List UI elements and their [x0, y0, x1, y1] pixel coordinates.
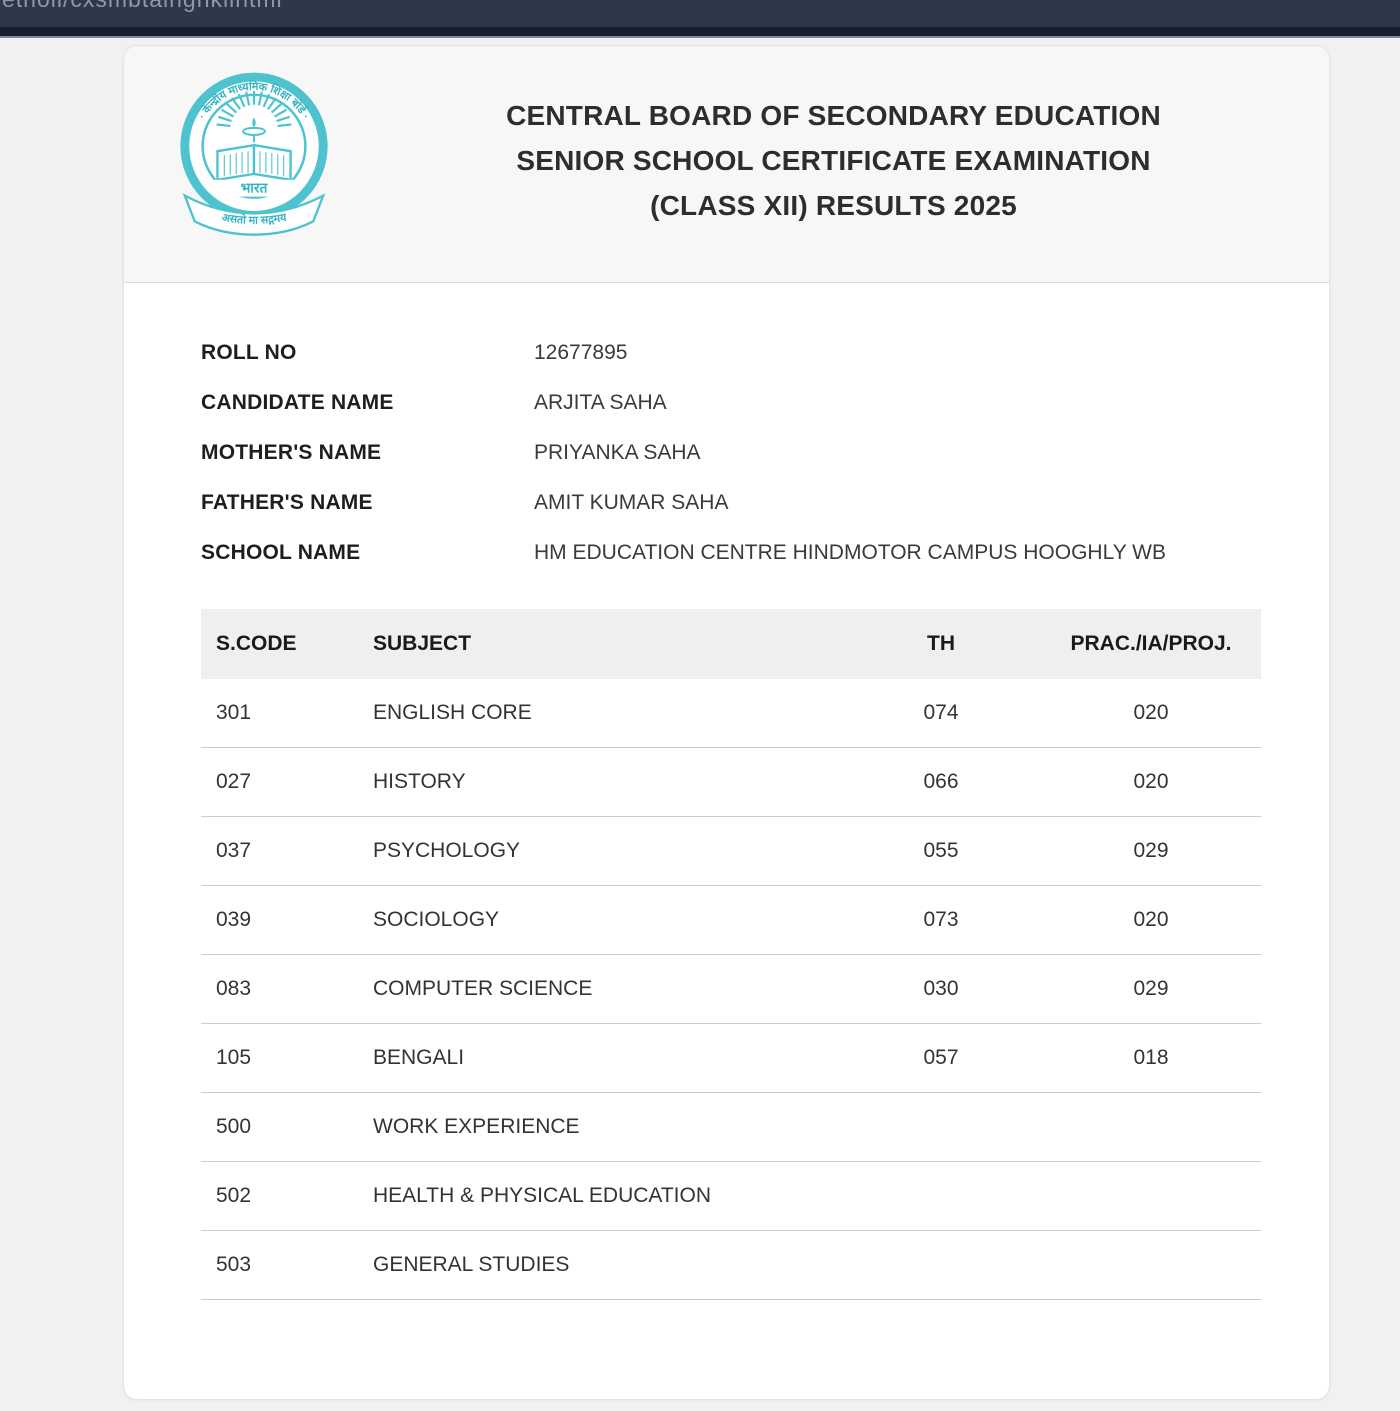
- cell-subject: HEALTH & PHYSICAL EDUCATION: [373, 1184, 712, 1207]
- emblem-center-text: भारत: [241, 180, 269, 196]
- cell-th: 074: [923, 701, 959, 724]
- cbse-logo-icon: · केन्द्रीय माध्यमिक शिक्षा बोर्ड ·: [170, 68, 338, 260]
- detail-row: ROLL NO 12677895: [201, 328, 1259, 378]
- title-line-2: SENIOR SCHOOL CERTIFICATE EXAMINATION: [516, 144, 1151, 176]
- cell-prac: 020: [1133, 908, 1169, 931]
- table-row: 105 BENGALI 057 018: [201, 1024, 1261, 1093]
- table-row: 503 GENERAL STUDIES: [201, 1231, 1261, 1300]
- page-title: CENTRAL BOARD OF SECONDARY EDUCATION SEN…: [338, 93, 1329, 236]
- column-header-scode: S.CODE: [216, 632, 297, 655]
- cell-th: 066: [923, 770, 959, 793]
- marks-table-header: S.CODE SUBJECT TH PRAC./IA/PROJ.: [201, 609, 1261, 679]
- browser-top-bar: ethoil/cxsmbtaingnklihtml: [0, 0, 1400, 36]
- cell-subject: GENERAL STUDIES: [373, 1253, 570, 1276]
- column-header-subject: SUBJECT: [373, 632, 472, 655]
- cell-scode: 037: [216, 839, 252, 862]
- column-header-prac: PRAC./IA/PROJ.: [1070, 632, 1232, 655]
- cell-th: 030: [923, 977, 959, 1000]
- cell-prac: 018: [1133, 1046, 1169, 1069]
- cell-prac: 029: [1133, 839, 1169, 862]
- detail-row: CANDIDATE NAME ARJITA SAHA: [201, 378, 1259, 428]
- detail-value: PRIYANKA SAHA: [534, 441, 701, 464]
- detail-row: FATHER'S NAME AMIT KUMAR SAHA: [201, 478, 1259, 528]
- cell-subject: SOCIOLOGY: [373, 908, 500, 931]
- detail-value: 12677895: [534, 341, 628, 364]
- cell-subject: PSYCHOLOGY: [373, 839, 521, 862]
- cell-scode: 503: [216, 1253, 252, 1276]
- table-row: 500 WORK EXPERIENCE: [201, 1093, 1261, 1162]
- cell-scode: 301: [216, 701, 252, 724]
- cell-scode: 083: [216, 977, 252, 1000]
- cell-subject: BENGALI: [373, 1046, 465, 1069]
- cell-subject: HISTORY: [373, 770, 466, 793]
- emblem-ribbon-text: असतो मा सद्गमय: [221, 212, 288, 227]
- svg-text:असतो मा सद्गमय: असतो मा सद्गमय: [221, 212, 288, 227]
- table-row: 301 ENGLISH CORE 074 020: [201, 679, 1261, 748]
- column-header-th: TH: [927, 632, 955, 655]
- detail-row: SCHOOL NAME HM EDUCATION CENTRE HINDMOTO…: [201, 528, 1259, 578]
- marks-table: S.CODE SUBJECT TH PRAC./IA/PROJ. 301 ENG…: [201, 609, 1261, 1300]
- result-card: · केन्द्रीय माध्यमिक शिक्षा बोर्ड ·: [123, 45, 1330, 1400]
- marks-table-rows: 301 ENGLISH CORE 074 020 027 HISTORY 066…: [201, 679, 1261, 1300]
- cell-scode: 027: [216, 770, 252, 793]
- cell-subject: WORK EXPERIENCE: [373, 1115, 580, 1138]
- detail-label: CANDIDATE NAME: [201, 391, 394, 414]
- cell-scode: 105: [216, 1046, 252, 1069]
- detail-label: MOTHER'S NAME: [201, 441, 382, 464]
- results-page: · केन्द्रीय माध्यमिक शिक्षा बोर्ड ·: [0, 38, 1400, 1400]
- browser-bar-dark-strip: [0, 27, 1400, 36]
- title-line-3: (CLASS XII) RESULTS 2025: [650, 189, 1017, 221]
- detail-label: ROLL NO: [201, 341, 297, 364]
- detail-row: MOTHER'S NAME PRIYANKA SAHA: [201, 428, 1259, 478]
- detail-label: SCHOOL NAME: [201, 541, 361, 564]
- cell-scode: 500: [216, 1115, 252, 1138]
- url-bar[interactable]: ethoil/cxsmbtaingnklihtml: [0, 0, 1400, 27]
- cell-prac: 029: [1133, 977, 1169, 1000]
- table-row: 502 HEALTH & PHYSICAL EDUCATION: [201, 1162, 1261, 1231]
- table-row: 037 PSYCHOLOGY 055 029: [201, 817, 1261, 886]
- result-card-body: ROLL NO 12677895 CANDIDATE NAME ARJITA S…: [124, 283, 1329, 1300]
- result-card-header: · केन्द्रीय माध्यमिक शिक्षा बोर्ड ·: [124, 46, 1329, 283]
- table-row: 027 HISTORY 066 020: [201, 748, 1261, 817]
- cell-subject: ENGLISH CORE: [373, 701, 532, 724]
- cell-th: 055: [923, 839, 959, 862]
- title-line-1: CENTRAL BOARD OF SECONDARY EDUCATION: [506, 99, 1161, 131]
- cell-prac: 020: [1133, 770, 1169, 793]
- cell-prac: 020: [1133, 701, 1169, 724]
- cell-scode: 039: [216, 908, 252, 931]
- cell-th: 057: [923, 1046, 959, 1069]
- detail-value: HM EDUCATION CENTRE HINDMOTOR CAMPUS HOO…: [534, 541, 1166, 564]
- url-text: ethoil/cxsmbtaingnklihtml: [0, 0, 1400, 13]
- cell-subject: COMPUTER SCIENCE: [373, 977, 593, 1000]
- detail-value: ARJITA SAHA: [534, 391, 667, 414]
- browser-bar-edge: [0, 36, 1400, 38]
- detail-label: FATHER'S NAME: [201, 491, 373, 514]
- candidate-details: ROLL NO 12677895 CANDIDATE NAME ARJITA S…: [201, 328, 1259, 578]
- detail-value: AMIT KUMAR SAHA: [534, 491, 729, 514]
- cell-th: 073: [923, 908, 959, 931]
- cell-scode: 502: [216, 1184, 252, 1207]
- table-row: 083 COMPUTER SCIENCE 030 029: [201, 955, 1261, 1024]
- table-row: 039 SOCIOLOGY 073 020: [201, 886, 1261, 955]
